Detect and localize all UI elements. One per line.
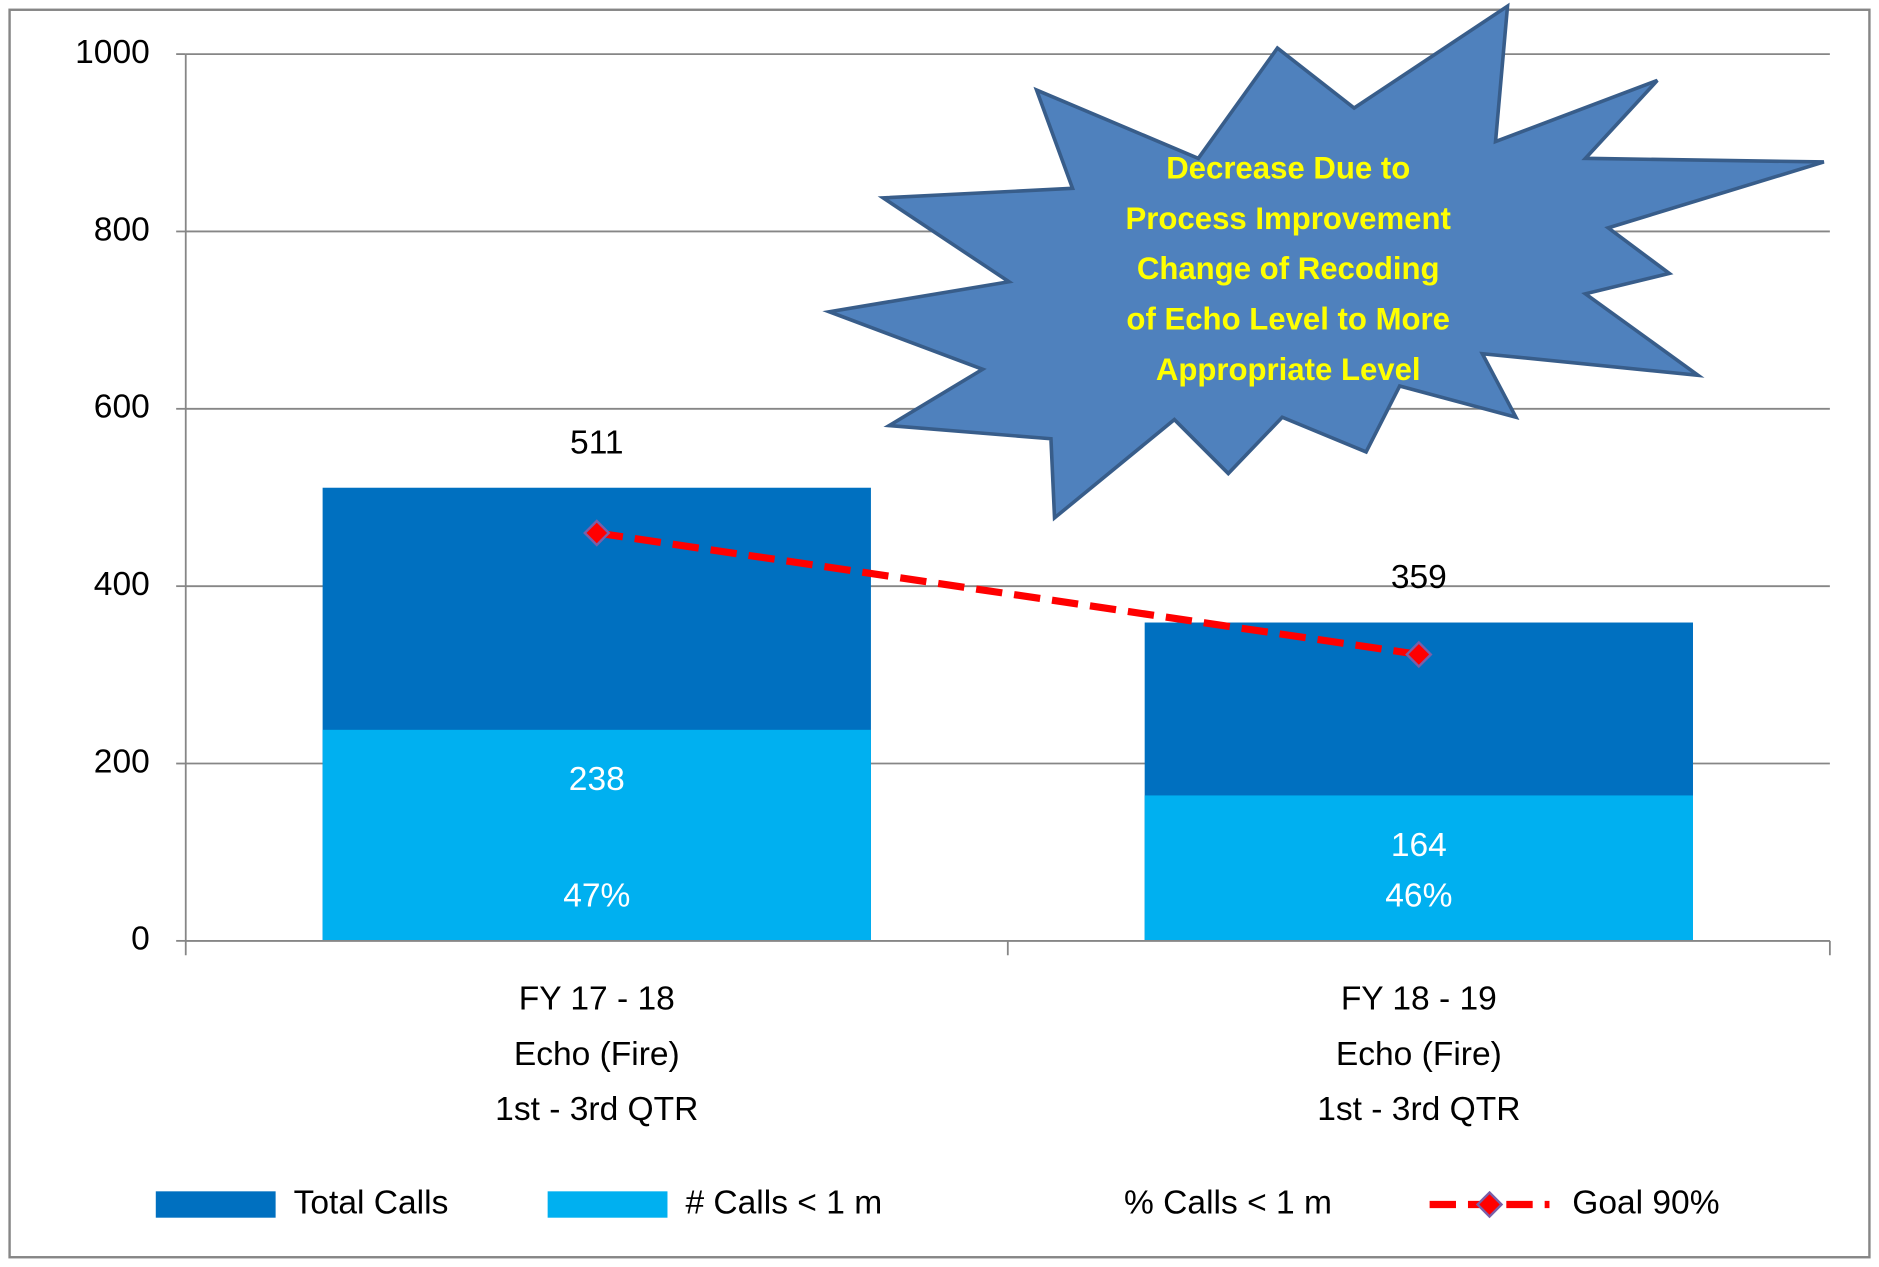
legend-label: Goal 90% bbox=[1572, 1184, 1719, 1221]
bar bbox=[1144, 795, 1693, 941]
y-tick-label: 600 bbox=[94, 389, 150, 426]
goal-marker bbox=[583, 519, 611, 547]
y-tick-label: 400 bbox=[94, 566, 150, 603]
legend-swatch bbox=[155, 1191, 276, 1218]
y-tick-label: 0 bbox=[131, 921, 150, 958]
annotation-text: Process Improvement bbox=[1126, 201, 1451, 236]
legend-label: % Calls < 1 m bbox=[1124, 1184, 1332, 1221]
data-label: 359 bbox=[1391, 559, 1447, 596]
legend-marker bbox=[1475, 1190, 1504, 1219]
data-label: 47% bbox=[563, 878, 630, 915]
y-tick-label: 1000 bbox=[75, 34, 150, 71]
legend-swatch bbox=[547, 1191, 668, 1218]
bar bbox=[322, 729, 871, 941]
goal-marker bbox=[1405, 640, 1433, 669]
annotation-text: Decrease Due to bbox=[1166, 151, 1410, 186]
annotation-text: Change of Recoding bbox=[1137, 251, 1440, 286]
legend-label: Total Calls bbox=[294, 1184, 449, 1221]
x-tick-label: Echo (Fire) bbox=[514, 1036, 680, 1073]
legend-label: # Calls < 1 m bbox=[685, 1184, 882, 1221]
goal-line bbox=[596, 529, 1420, 659]
data-label: 238 bbox=[569, 761, 625, 798]
plot-area: 0 200 400 600 800 1000 511 359 238 164 47% 46% FY 17… bbox=[75, 34, 1831, 1221]
y-tick-label: 800 bbox=[94, 211, 150, 248]
x-tick-label: 1st - 3rd QTR bbox=[495, 1091, 698, 1128]
annotation-text: of Echo Level to More bbox=[1126, 302, 1450, 337]
annotation: Decrease Due to Process Improvement Change… bbox=[1126, 151, 1451, 387]
data-label: 511 bbox=[570, 424, 623, 461]
x-tick-label: FY 18 - 19 bbox=[1341, 981, 1497, 1018]
y-tick-label: 200 bbox=[94, 743, 150, 780]
x-tick-label: 1st - 3rd QTR bbox=[1317, 1091, 1520, 1128]
callout-star bbox=[822, 2, 1825, 522]
annotation-text: Appropriate Level bbox=[1156, 352, 1421, 387]
x-tick-label: FY 17 - 18 bbox=[519, 981, 675, 1018]
data-label: 46% bbox=[1385, 878, 1452, 915]
x-tick-label: Echo (Fire) bbox=[1336, 1036, 1502, 1073]
data-label: 164 bbox=[1391, 827, 1447, 864]
